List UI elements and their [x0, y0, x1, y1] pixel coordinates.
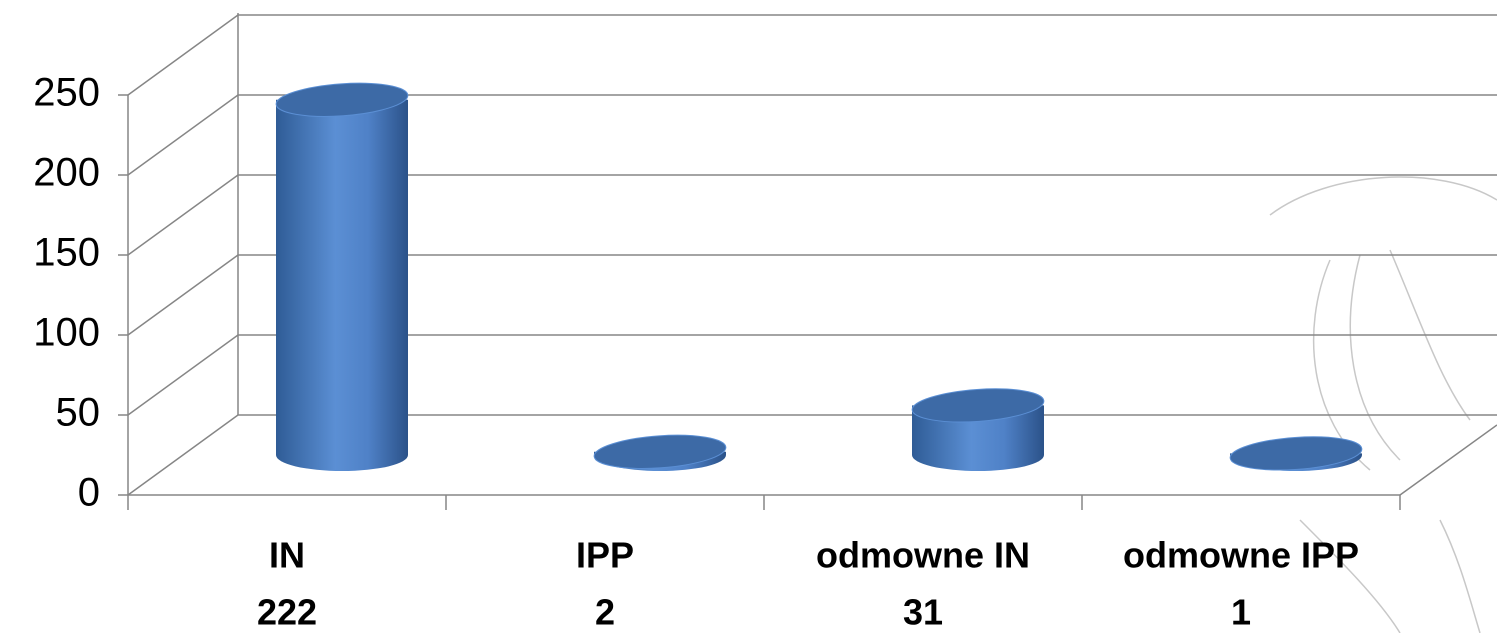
value-label: 2 [595, 592, 615, 633]
bar-top [1229, 436, 1363, 471]
bar-top [275, 82, 409, 117]
bar [276, 99, 408, 472]
grid-line [127, 414, 1497, 496]
grid-line [127, 334, 1497, 416]
y-tick-label: 100 [33, 311, 100, 355]
floor-right-edge [1399, 424, 1497, 496]
x-tick-label: IPP [576, 535, 634, 576]
bar-top [593, 434, 727, 469]
y-tick-label: 50 [56, 391, 101, 435]
grid-line [127, 14, 1497, 96]
bar-top [911, 388, 1045, 423]
value-label: 31 [903, 592, 943, 633]
value-label: 222 [257, 592, 317, 633]
y-tick-label: 200 [33, 151, 100, 195]
value-label: 1 [1231, 592, 1251, 633]
grid-line [127, 174, 1497, 256]
y-tick-label: 0 [78, 471, 100, 515]
grid-line [127, 94, 1497, 176]
x-tick-label: odmowne IPP [1123, 535, 1359, 576]
y-tick-label: 150 [33, 231, 100, 275]
grid-line [127, 254, 1497, 336]
x-tick-label: IN [269, 535, 305, 576]
y-tick-label: 250 [33, 71, 100, 115]
x-tick-label: odmowne IN [816, 535, 1030, 576]
sketch-decoration [1269, 176, 1497, 633]
